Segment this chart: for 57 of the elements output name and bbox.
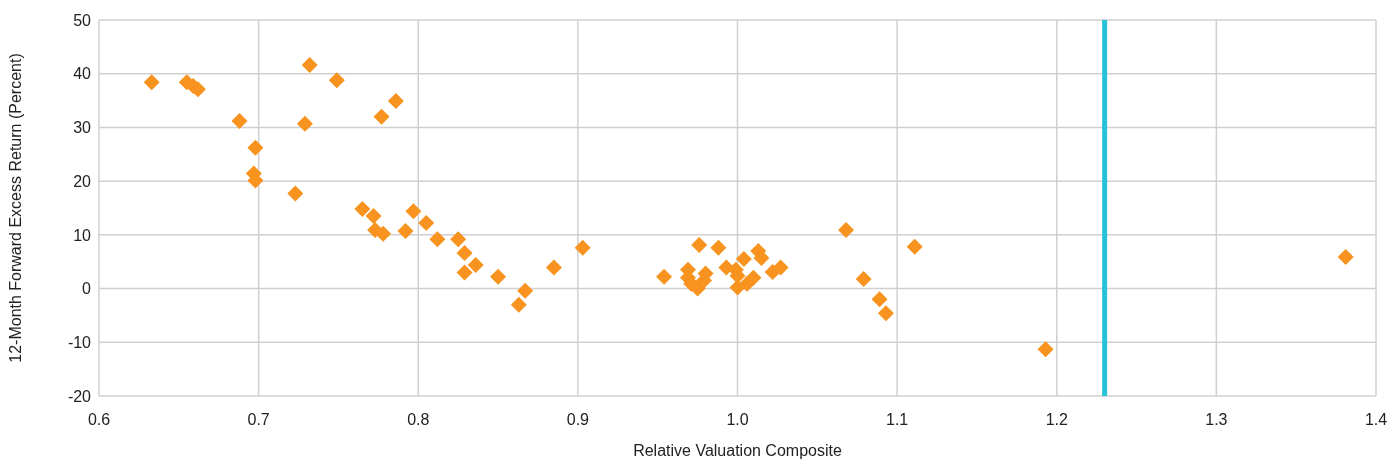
point [745, 269, 762, 286]
y-tick-label: 0 [82, 280, 92, 298]
point [450, 231, 467, 248]
y-tick-label: -10 [67, 333, 92, 351]
point [143, 74, 160, 91]
x-tick-label: 1.3 [1205, 411, 1228, 429]
point [877, 305, 894, 322]
point [510, 296, 527, 313]
x-tick-label: 1.1 [886, 411, 909, 429]
point [1037, 341, 1054, 358]
point [365, 208, 382, 225]
point [691, 237, 708, 254]
point [387, 93, 404, 110]
point [247, 139, 264, 156]
point [287, 185, 304, 202]
point [301, 57, 318, 74]
point [456, 245, 473, 262]
x-tick-label: 0.7 [247, 411, 270, 429]
x-tick-label: 1.4 [1364, 411, 1388, 429]
point [467, 256, 484, 273]
point [231, 112, 248, 129]
y-tick-label: 50 [73, 11, 92, 29]
y-tick-label: 30 [73, 119, 92, 137]
point [405, 203, 422, 220]
y-tick-label: 10 [73, 226, 92, 244]
point [906, 238, 923, 255]
point [735, 251, 752, 268]
point [418, 215, 435, 232]
point [490, 268, 507, 285]
point [456, 264, 473, 281]
point [545, 259, 562, 276]
y-tick-label: 40 [73, 65, 92, 83]
point [354, 201, 371, 218]
x-tick-label: 1.2 [1045, 411, 1068, 429]
point [574, 239, 591, 256]
x-tick-label: 0.8 [407, 411, 430, 429]
point [710, 239, 727, 256]
point [373, 108, 390, 125]
point [838, 222, 855, 239]
point [772, 259, 789, 276]
x-tick-label: 1.0 [726, 411, 749, 429]
point [1337, 248, 1354, 265]
point [397, 223, 414, 240]
point [429, 231, 446, 248]
x-tick-label: 0.6 [87, 411, 111, 429]
point [517, 282, 534, 299]
y-tick-label: 20 [73, 172, 92, 190]
point [656, 268, 673, 285]
x-tick-label: 0.9 [566, 411, 590, 429]
x-axis-title: Relative Valuation Composite [633, 442, 842, 459]
y-axis-title: 12-Month Forward Excess Return (Percent) [6, 53, 24, 363]
point [296, 115, 313, 132]
point [871, 291, 888, 308]
point [328, 72, 345, 89]
point [855, 270, 872, 287]
y-tick-label: -20 [67, 387, 92, 405]
point [375, 225, 392, 242]
